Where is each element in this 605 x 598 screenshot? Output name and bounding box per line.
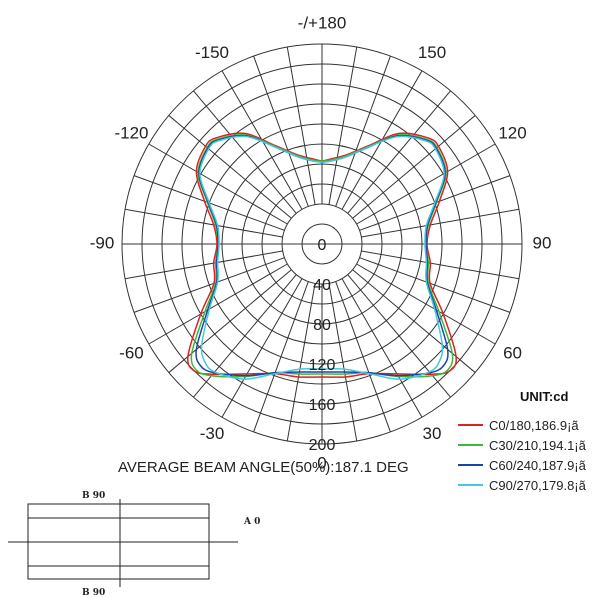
legend: C0/180,186.9¡ã C30/210,194.1¡ã C60/240,187…	[458, 418, 587, 493]
grid-spoke-40	[347, 274, 451, 398]
radial-tick-label: 0	[318, 237, 327, 254]
grid-spoke-170	[328, 46, 358, 205]
legend-label-3: C90/270,179.8¡ã	[489, 478, 587, 493]
radial-tick-label: 120	[309, 357, 336, 374]
grid-spoke-280	[124, 250, 283, 280]
diagram-label-right: A 0	[243, 517, 260, 527]
grid-spoke-230	[168, 115, 292, 219]
grid-spoke-20	[335, 281, 391, 433]
grid-spoke-350	[286, 283, 316, 442]
legend-label-0: C0/180,186.9¡ã	[489, 418, 579, 433]
unit-label: UNIT:cd	[520, 389, 568, 404]
radial-tick-label: 40	[313, 277, 331, 294]
legend-label-2: C60/240,187.9¡ã	[489, 458, 587, 473]
radial-tick-label: 200	[309, 437, 336, 454]
angle-label: -150	[195, 43, 229, 62]
angle-label: -/+180	[298, 13, 347, 32]
legend-label-1: C30/210,194.1¡ã	[489, 438, 587, 453]
angle-label: -30	[200, 424, 225, 443]
grid-spoke-310	[168, 269, 292, 373]
grid-spoke-50	[352, 269, 476, 373]
angle-label: 60	[503, 343, 522, 362]
series-curve-1	[190, 134, 454, 378]
radial-tick-labels: 0 40 80 120 160 200	[309, 237, 336, 454]
grid-spoke-140	[347, 90, 451, 214]
grid-spoke-10	[328, 283, 358, 442]
grid-spoke-220	[193, 90, 297, 214]
grid-spoke-260	[124, 208, 283, 238]
angle-label: 120	[498, 123, 526, 142]
angle-label: 0	[317, 453, 326, 472]
radial-tick-label: 160	[309, 397, 336, 414]
polar-curves	[187, 132, 457, 380]
grid-spoke-160	[335, 55, 391, 207]
angle-label: 150	[418, 43, 446, 62]
radial-tick-label: 80	[313, 317, 331, 334]
angle-label: 90	[533, 233, 552, 252]
beam-angle-text: AVERAGE BEAM ANGLE(50%):187.1 DEG	[118, 459, 409, 476]
grid-spoke-300	[148, 263, 288, 345]
grid-spoke-320	[193, 274, 297, 398]
grid-spoke-190	[286, 46, 316, 205]
grid-spoke-60	[356, 263, 496, 345]
grid-spoke-70	[359, 257, 511, 313]
angle-label: 30	[423, 424, 442, 443]
grid-spoke-30	[341, 278, 423, 418]
grid-spoke-100	[361, 208, 520, 238]
beam-diagram: B 90 B 90 A 0	[8, 491, 260, 598]
grid-spoke-130	[352, 115, 476, 219]
diagram-label-top: B 90	[82, 491, 105, 501]
angle-label: -120	[114, 123, 148, 142]
grid-spoke-120	[356, 143, 496, 225]
grid-spoke-240	[148, 143, 288, 225]
angle-labels: -/+180 150 -150 120 -120 90 -90 60 -60 30 -30 0	[90, 13, 552, 472]
angle-label: -90	[90, 233, 115, 252]
grid-spoke-200	[253, 55, 309, 207]
grid-spoke-340	[253, 281, 309, 433]
diagram-label-bottom: B 90	[82, 588, 105, 598]
grid-spoke-330	[221, 278, 303, 418]
grid-spoke-290	[133, 257, 285, 313]
series-curve-3	[199, 135, 445, 380]
angle-label: -60	[119, 343, 144, 362]
grid-spoke-80	[361, 250, 520, 280]
